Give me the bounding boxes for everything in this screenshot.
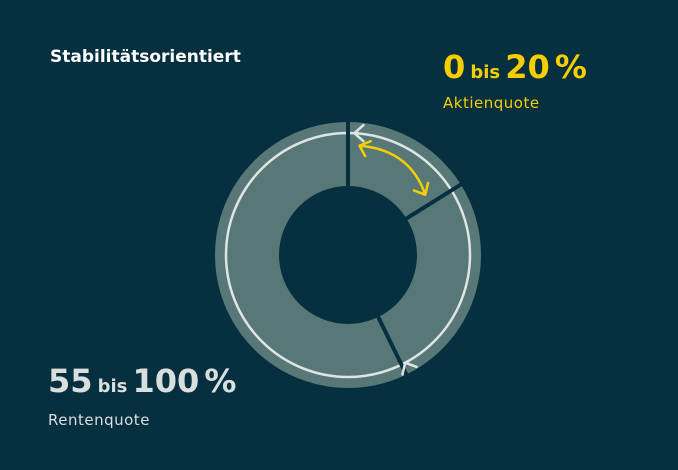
equity-label: Aktienquote: [443, 94, 540, 112]
bonds-label: Rentenquote: [48, 411, 150, 429]
title: Stabilitätsorientiert: [50, 47, 241, 67]
bonds-connector: bis: [98, 376, 128, 397]
segment-gap: [375, 313, 410, 379]
bonds-to: 100: [133, 362, 200, 400]
arrowhead: [401, 361, 418, 376]
equity-to: 20: [505, 48, 550, 86]
equity-arrow: [359, 144, 427, 196]
segment-gap: [402, 181, 465, 222]
equity-connector: bis: [470, 62, 500, 83]
bonds-unit: %: [204, 362, 236, 400]
bonds-from: 55: [48, 362, 93, 400]
arrowhead: [353, 123, 365, 143]
arrowhead: [358, 139, 372, 158]
equity-range: 0 bis 20 %: [443, 48, 587, 86]
equity-unit: %: [555, 48, 587, 86]
arrowhead: [412, 181, 430, 196]
equity-from: 0: [443, 48, 465, 86]
bonds-range: 55 bis 100 %: [48, 362, 236, 400]
donut: [215, 119, 481, 388]
